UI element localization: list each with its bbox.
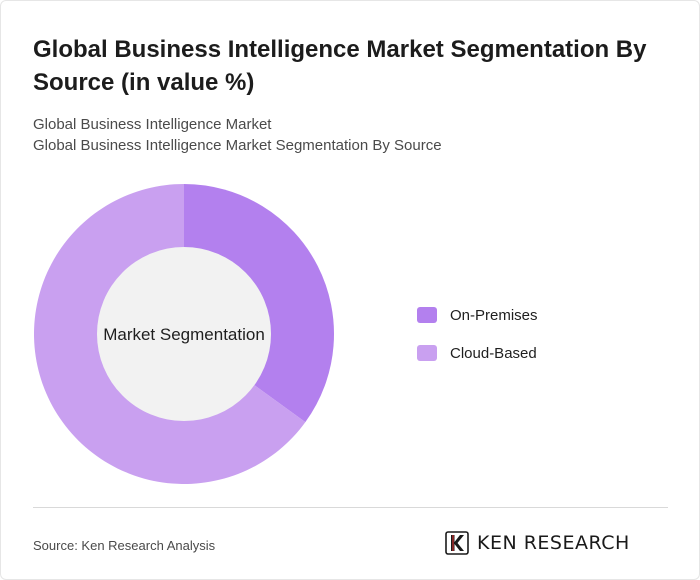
legend-label: Cloud-Based (450, 345, 537, 362)
legend-item-cloud-based: Cloud-Based (417, 343, 538, 363)
legend-swatch (417, 307, 437, 323)
legend-swatch (417, 345, 437, 361)
footer-divider (33, 507, 668, 508)
source-note: Source: Ken Research Analysis (33, 538, 215, 553)
donut-center-label: Market Segmentation (103, 325, 265, 344)
ken-research-logo: KEN RESEARCH (445, 531, 630, 555)
legend-item-on-premises: On-Premises (417, 305, 538, 325)
legend-label: On-Premises (450, 307, 538, 324)
ken-research-logo-icon (445, 531, 469, 555)
donut-chart: Market Segmentation (1, 171, 371, 501)
chart-subtitle-segmentation: Global Business Intelligence Market Segm… (33, 136, 442, 156)
chart-legend: On-Premises Cloud-Based (417, 305, 538, 381)
logo-text: KEN RESEARCH (477, 532, 630, 554)
page-title: Global Business Intelligence Market Segm… (33, 33, 673, 99)
chart-subtitle-market: Global Business Intelligence Market (33, 115, 271, 135)
